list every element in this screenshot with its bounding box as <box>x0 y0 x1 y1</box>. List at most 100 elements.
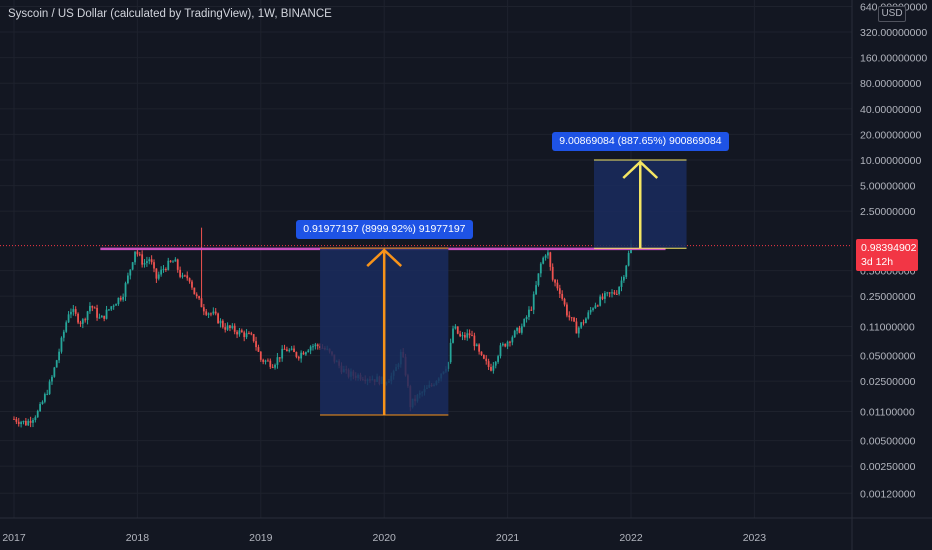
candle-body <box>34 417 37 420</box>
candle-body <box>278 357 281 359</box>
candle-body <box>181 275 184 277</box>
candle-body <box>51 376 53 382</box>
candle-body <box>509 341 511 343</box>
candle-body <box>74 309 77 314</box>
candle-body <box>601 296 604 299</box>
candle-body <box>523 319 526 327</box>
candle-body <box>96 307 98 318</box>
candle-body <box>309 346 312 351</box>
measurement-label-2[interactable]: 9.00869084 (887.65%) 900869084 <box>552 132 729 151</box>
candle-body <box>141 254 144 265</box>
symbol-title[interactable]: Syscoin / US Dollar (calculated by Tradi… <box>8 8 332 20</box>
candle-body <box>511 337 514 343</box>
candle-body <box>300 352 303 359</box>
candle-body <box>506 341 509 347</box>
candle-body <box>24 420 27 426</box>
candle-body <box>231 325 234 328</box>
candle-body <box>482 354 485 359</box>
price-tick-label: 0.25000000 <box>860 291 916 303</box>
candle-body <box>100 315 103 318</box>
measurement-arrow-head <box>622 160 659 179</box>
price-tick-label: 2.50000000 <box>860 206 916 218</box>
candle-body <box>105 309 108 319</box>
candle-body <box>264 360 267 362</box>
candle-body <box>290 348 293 350</box>
candle-body <box>573 317 575 322</box>
candle-body <box>72 309 75 312</box>
candle-body <box>547 252 549 256</box>
candle-body <box>110 306 113 310</box>
candle-body <box>283 348 286 350</box>
candle-body <box>554 279 556 283</box>
price-tick-label: 0.11000000 <box>860 321 915 333</box>
candle-body <box>518 327 521 333</box>
candle-body <box>169 260 172 262</box>
candle-body <box>39 404 42 411</box>
candle-body <box>122 296 125 300</box>
candle-body <box>620 280 623 287</box>
candle-body <box>36 410 39 418</box>
price-tick-label: 0.00120000 <box>860 488 916 500</box>
measurement-label-1[interactable]: 0.91977197 (8999.92%) 91977197 <box>296 220 473 240</box>
candle-body <box>238 330 241 335</box>
candle-body <box>568 315 571 318</box>
candle-body <box>46 393 49 395</box>
candle-body <box>221 320 224 328</box>
price-tick-label: 0.01100000 <box>860 406 915 418</box>
candle-body <box>487 361 490 367</box>
candle-body <box>535 285 537 295</box>
candle-body <box>176 259 179 270</box>
candle-body <box>452 328 454 343</box>
candle-body <box>520 326 523 333</box>
time-tick-label: 2020 <box>373 532 397 544</box>
candle-body <box>587 312 590 319</box>
time-tick-label: 2021 <box>496 532 520 544</box>
candle-body <box>98 317 101 319</box>
candle-body <box>259 351 262 360</box>
candle-body <box>627 253 630 266</box>
candle-body <box>316 344 319 347</box>
candle-body <box>504 343 507 347</box>
candle-body <box>188 278 191 282</box>
candle-body <box>13 418 15 420</box>
candle-body <box>449 342 452 363</box>
candle-body <box>288 349 291 352</box>
candle-body <box>77 313 79 323</box>
candle-body <box>81 319 84 324</box>
candle-body <box>148 259 151 262</box>
candle-body <box>252 334 255 342</box>
candle-body <box>618 286 621 295</box>
candle-body <box>556 282 559 289</box>
time-tick-label: 2022 <box>619 532 643 544</box>
candle-body <box>459 333 462 337</box>
price-tick-label: 160.00000000 <box>860 53 927 65</box>
candle-body <box>79 322 82 324</box>
candle-body <box>611 292 613 294</box>
candle-body <box>129 269 132 276</box>
price-tick-label: 10.00000000 <box>860 155 921 167</box>
candle-body <box>615 293 618 295</box>
candle-body <box>537 273 540 286</box>
candle-body <box>240 330 243 333</box>
candle-body <box>271 366 274 368</box>
candle-body <box>267 360 269 362</box>
candle-body <box>575 321 578 334</box>
candle-body <box>210 313 212 315</box>
candle-body <box>532 294 535 310</box>
candle-body <box>539 263 542 274</box>
candle-body <box>281 348 284 359</box>
candle-body <box>463 335 466 338</box>
candle-body <box>193 287 196 295</box>
candle-body <box>32 419 34 423</box>
candle-body <box>516 327 518 331</box>
candle-body <box>274 364 276 368</box>
currency-button[interactable]: USD <box>878 6 906 22</box>
candle-body <box>62 331 65 338</box>
time-tick-label: 2019 <box>249 532 273 544</box>
candle-body <box>480 351 483 355</box>
candle-body <box>297 356 300 359</box>
candle-body <box>468 333 471 336</box>
price-tick-label: 320.00000000 <box>860 27 927 39</box>
